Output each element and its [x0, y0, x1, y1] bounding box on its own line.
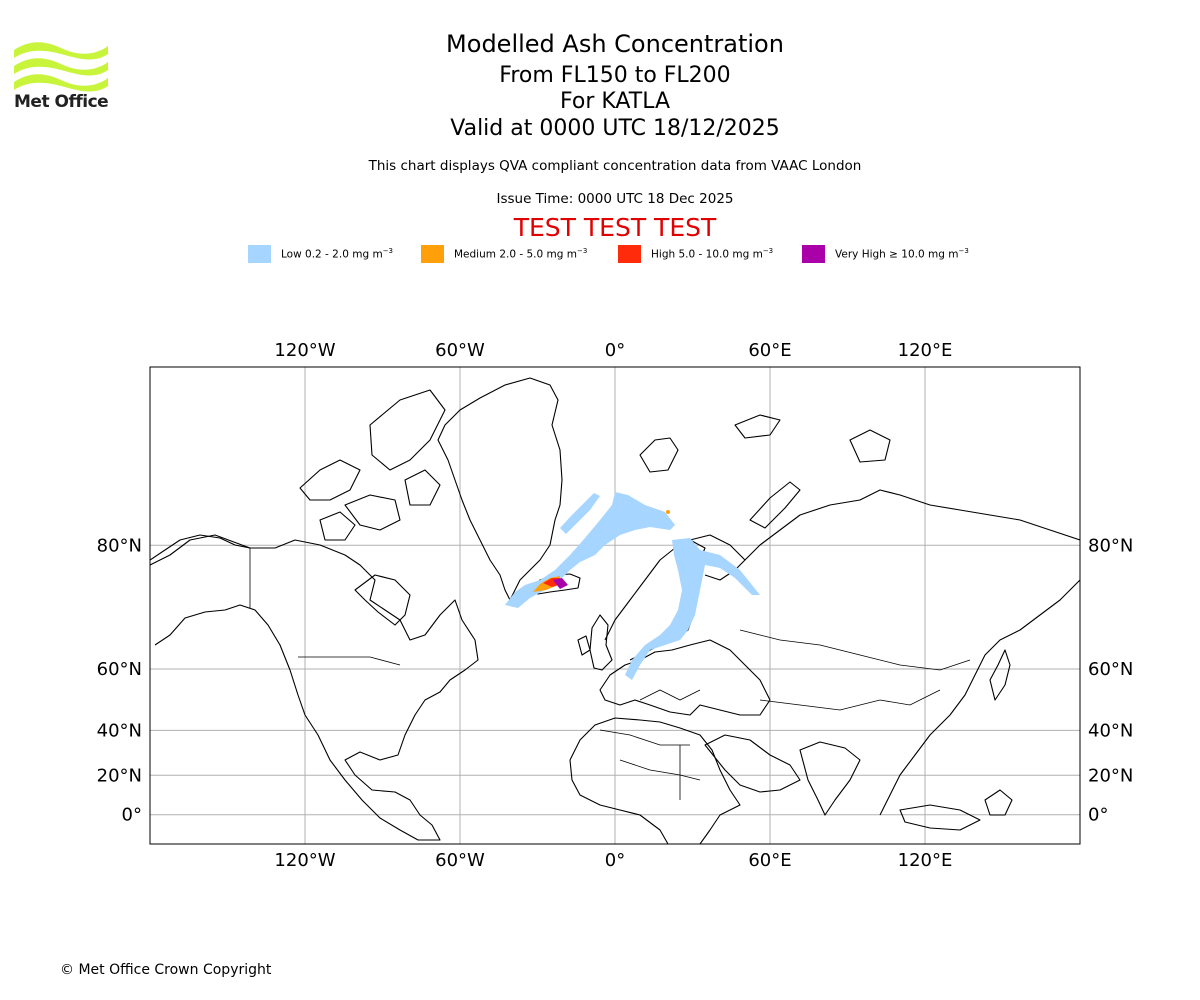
novaya-zemlya-coastline	[749, 481, 801, 529]
valid-time: Valid at 0000 UTC 18/12/2025	[450, 116, 780, 141]
lat-label-right: 0°	[1088, 805, 1108, 826]
lat-label-left: 80°N	[97, 535, 142, 556]
africa-coastline	[569, 717, 741, 844]
legend-label-low: Low 0.2 - 2.0 mg m	[281, 248, 383, 261]
lon-label-top: 60°E	[748, 340, 791, 361]
legend-item-high: High 5.0 - 10.0 mg m−3	[618, 244, 773, 264]
lon-label-bottom: 120°E	[898, 850, 953, 871]
legend-item-very-high: Very High ≥ 10.0 mg m−3	[802, 244, 969, 264]
axis-labels: 120°W 120°W 60°W 60°W 0° 0° 60°E 60°E 120°E 120°E…	[97, 340, 1134, 871]
lat-label-right: 40°N	[1088, 720, 1133, 741]
lon-label-bottom: 60°W	[435, 850, 485, 871]
lon-label-bottom: 0°	[605, 850, 625, 871]
lon-label-bottom: 60°E	[748, 850, 791, 871]
alaska-coastline	[150, 534, 251, 561]
british-isles-coastline	[589, 614, 613, 671]
issue-time: Issue Time: 0000 UTC 18 Dec 2025	[496, 191, 734, 207]
lat-label-right: 20°N	[1088, 765, 1133, 786]
ash-low-scandinavia	[625, 538, 760, 680]
lon-label-bottom: 120°W	[274, 850, 335, 871]
legend-swatch-medium	[421, 245, 444, 263]
map-frame	[149, 366, 1081, 845]
lon-label-top: 60°W	[435, 340, 485, 361]
ash-plume	[505, 492, 760, 680]
lat-label-left: 0°	[122, 805, 142, 826]
legend-item-medium: Medium 2.0 - 5.0 mg m−3	[421, 244, 587, 264]
lat-label-right: 80°N	[1088, 535, 1133, 556]
ash-low-plume	[505, 492, 675, 608]
country-borders	[249, 548, 971, 800]
india-coastline	[799, 741, 861, 816]
greenland-coastline	[437, 377, 563, 601]
japan-coastline	[989, 649, 1011, 701]
legend-swatch-very-high	[802, 245, 825, 263]
lat-label-left: 20°N	[97, 765, 142, 786]
lon-label-top: 120°W	[274, 340, 335, 361]
volcano-name: For KATLA	[560, 89, 670, 114]
concentration-legend: Low 0.2 - 2.0 mg m−3 Medium 2.0 - 5.0 mg…	[0, 244, 1200, 264]
legend-swatch-low	[248, 245, 271, 263]
hudson-bay-coastline	[354, 574, 411, 626]
north-america-coastline	[150, 534, 479, 841]
legend-swatch-high	[618, 245, 641, 263]
graticule	[150, 367, 1080, 844]
legend-label-very-high: Very High ≥ 10.0 mg m	[835, 248, 959, 261]
met-office-logo-icon	[14, 42, 108, 92]
asia-coastline	[744, 489, 1080, 561]
chart-title: Modelled Ash Concentration	[446, 30, 784, 58]
lon-label-top: 0°	[605, 340, 625, 361]
svalbard-coastline	[639, 437, 679, 473]
lat-label-right: 60°N	[1088, 659, 1133, 680]
lat-label-left: 40°N	[97, 720, 142, 741]
legend-label-high: High 5.0 - 10.0 mg m	[651, 248, 763, 261]
lon-label-top: 120°E	[898, 340, 953, 361]
flight-level-range: From FL150 to FL200	[499, 63, 731, 88]
europe-coastline	[599, 639, 771, 716]
copyright-notice: © Met Office Crown Copyright	[60, 962, 272, 978]
legend-item-low: Low 0.2 - 2.0 mg m−3	[248, 244, 393, 264]
test-banner: TEST TEST TEST	[513, 213, 717, 242]
ash-very-high-area	[553, 578, 568, 589]
lat-label-left: 60°N	[97, 659, 142, 680]
legend-label-medium: Medium 2.0 - 5.0 mg m	[454, 248, 577, 261]
arabia-coastline	[704, 734, 801, 793]
logo-text: Met Office	[14, 92, 109, 112]
chart-description: This chart displays QVA compliant concen…	[368, 158, 862, 174]
